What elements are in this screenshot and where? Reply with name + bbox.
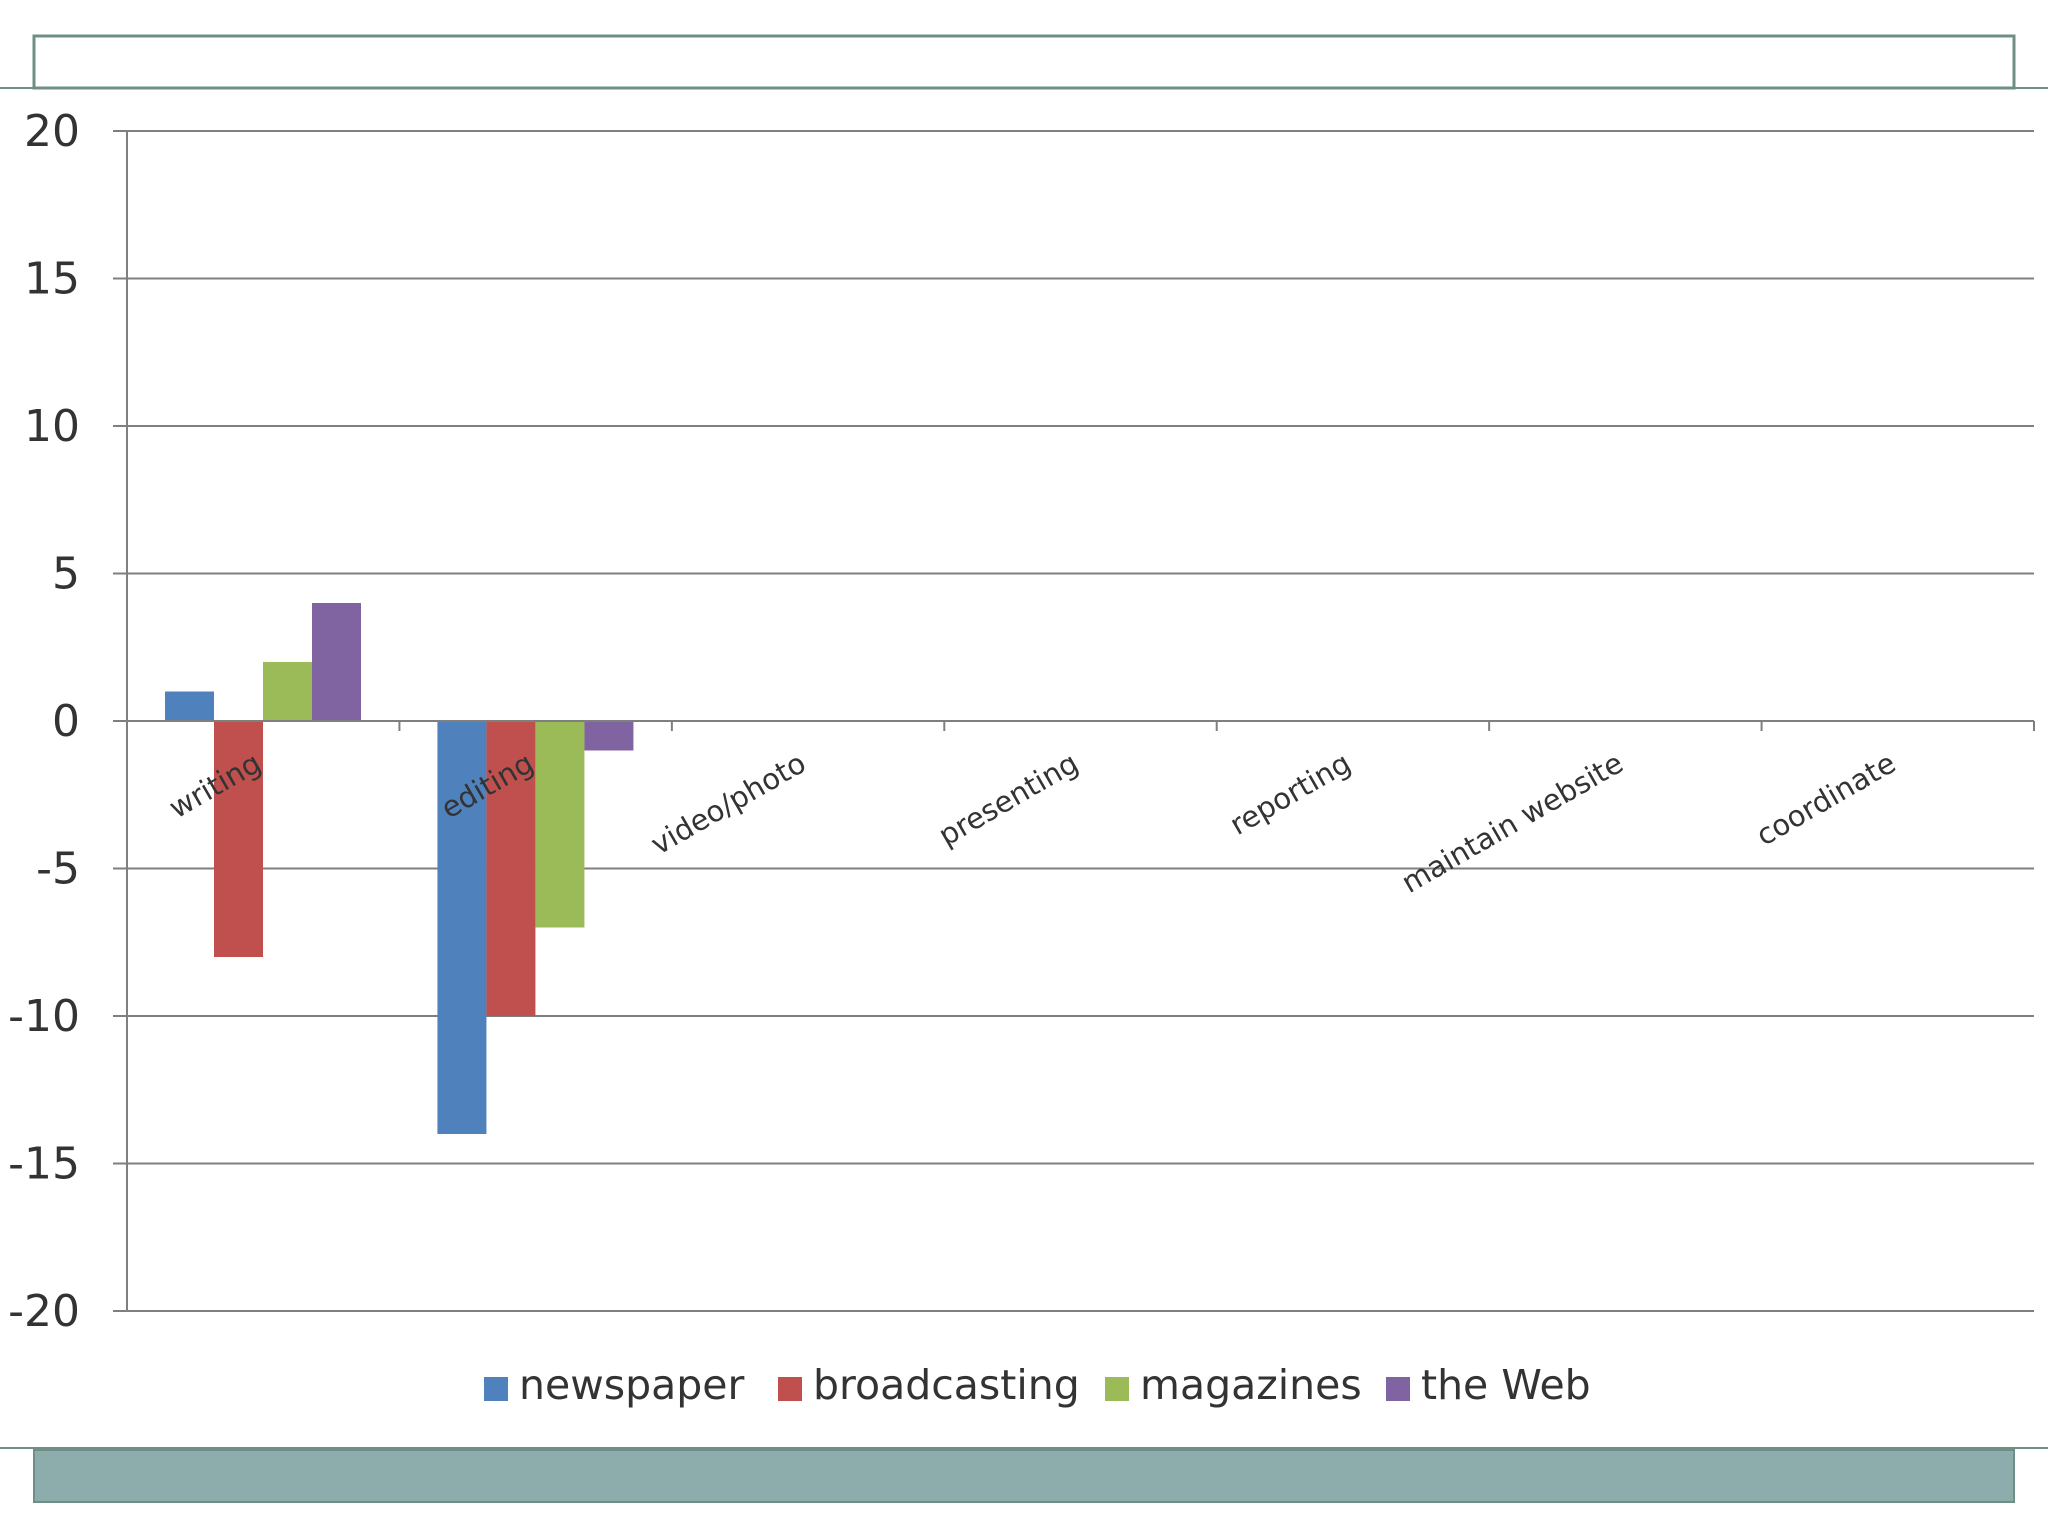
legend-swatch xyxy=(1105,1377,1129,1401)
bar-the-web-writing xyxy=(312,603,361,721)
legend-item: the Web xyxy=(1386,1361,1591,1409)
bar-the-web-editing xyxy=(584,721,634,751)
slide-decoration xyxy=(0,34,2048,1503)
x-tick-label: coordinate xyxy=(1750,746,1901,853)
x-tick-label: maintain website xyxy=(1396,746,1629,900)
bar-broadcasting-editing xyxy=(486,721,536,1016)
y-tick-label: -10 xyxy=(8,991,80,1042)
legend-item: newspaper xyxy=(484,1361,745,1409)
bar-magazines-editing xyxy=(535,721,585,928)
y-tick-label: 5 xyxy=(52,549,80,600)
y-tick-label: 10 xyxy=(24,401,80,452)
bar-broadcasting-writing xyxy=(214,721,263,957)
y-tick-label: -5 xyxy=(36,844,80,895)
legend-label: magazines xyxy=(1140,1361,1362,1409)
legend-swatch xyxy=(1386,1377,1410,1401)
y-tick-label: 0 xyxy=(52,696,80,747)
bar-newspaper-editing xyxy=(437,721,487,1134)
legend-item: magazines xyxy=(1105,1361,1362,1409)
y-tick-label: 20 xyxy=(24,106,80,157)
x-axis-tick-labels: writing editing video/photo presenting repor… xyxy=(163,746,1901,900)
bar-newspaper-writing xyxy=(165,691,214,721)
legend: newspaper broadcasting magazines the Web xyxy=(484,1361,1591,1409)
legend-swatch xyxy=(484,1377,508,1401)
legend-label: newspaper xyxy=(519,1361,745,1409)
y-tick-label: -20 xyxy=(8,1286,80,1337)
y-axis-tick-labels: 20 15 10 5 0 -5 -10 -15 -20 xyxy=(8,106,80,1337)
legend-label: broadcasting xyxy=(813,1361,1080,1409)
legend-label: the Web xyxy=(1421,1361,1591,1409)
legend-item: broadcasting xyxy=(778,1361,1080,1409)
axes xyxy=(126,131,2035,1311)
y-tick-label: 15 xyxy=(24,254,80,305)
bars xyxy=(165,603,634,1134)
legend-swatch xyxy=(778,1377,802,1401)
y-tick-label: -15 xyxy=(8,1139,80,1190)
x-tick-label: presenting xyxy=(933,746,1084,853)
footer-bar xyxy=(33,1449,2015,1503)
title-frame xyxy=(32,34,2016,90)
x-tick-label: video/photo xyxy=(645,746,812,862)
x-tick-label: reporting xyxy=(1224,746,1357,842)
bar-magazines-writing xyxy=(263,662,312,721)
